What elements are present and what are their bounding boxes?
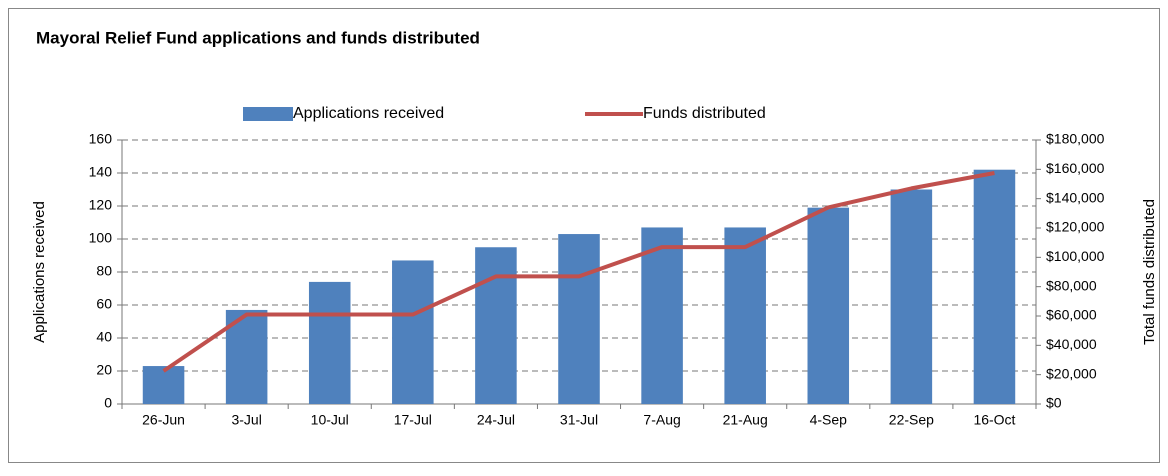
y-axis-label: Applications received — [31, 201, 48, 343]
y-tick-label: 140 — [89, 164, 113, 180]
x-tick-label: 24-Jul — [477, 412, 515, 428]
y-tick-label: 120 — [89, 197, 113, 213]
y2-tick-label: $60,000 — [1046, 307, 1097, 323]
legend-label: Applications received — [293, 105, 444, 122]
x-tick-label: 3-Jul — [231, 412, 261, 428]
y2-tick-label: $20,000 — [1046, 365, 1097, 381]
y2-tick-label: $40,000 — [1046, 336, 1097, 352]
line — [162, 171, 995, 373]
x-tick-label: 26-Jun — [142, 412, 185, 428]
bar — [807, 207, 850, 404]
bar — [475, 247, 517, 404]
x-tick-label: 21-Aug — [723, 412, 768, 428]
y-tick-label: 20 — [96, 362, 112, 378]
x-tick-label: 16-Oct — [973, 412, 1015, 428]
legend-swatch — [243, 107, 293, 121]
y-tick-label: 0 — [104, 395, 112, 411]
y-tick-label: 100 — [89, 230, 113, 246]
y2-tick-label: $100,000 — [1046, 248, 1105, 264]
x-tick-label: 17-Jul — [394, 412, 432, 428]
bar — [973, 169, 1016, 404]
bar — [890, 189, 933, 404]
y2-tick-label: $80,000 — [1046, 277, 1097, 293]
y2-tick-label: $180,000 — [1046, 131, 1105, 147]
x-tick-label: 22-Sep — [889, 412, 934, 428]
y2-tick-label: $160,000 — [1046, 160, 1105, 176]
chart-title: Mayoral Relief Fund applications and fun… — [36, 28, 480, 47]
y-tick-label: 80 — [96, 263, 112, 279]
y-tick-label: 60 — [96, 296, 112, 312]
x-tick-label: 10-Jul — [311, 412, 349, 428]
y2-axis-label: Total funds distributed — [1141, 199, 1158, 345]
bar — [308, 281, 351, 404]
y-tick-label: 160 — [89, 131, 113, 147]
bar — [392, 260, 434, 404]
y-tick-label: 40 — [96, 329, 112, 345]
y2-tick-label: $140,000 — [1046, 189, 1105, 205]
y2-tick-label: $0 — [1046, 395, 1062, 411]
legend-label: Funds distributed — [643, 105, 766, 122]
x-tick-label: 4-Sep — [810, 412, 848, 428]
bar — [724, 227, 766, 404]
bar — [641, 227, 683, 404]
y2-tick-label: $120,000 — [1046, 219, 1105, 235]
x-tick-label: 31-Jul — [560, 412, 598, 428]
x-tick-label: 7-Aug — [643, 412, 680, 428]
bar — [142, 366, 185, 404]
bar — [558, 234, 600, 404]
